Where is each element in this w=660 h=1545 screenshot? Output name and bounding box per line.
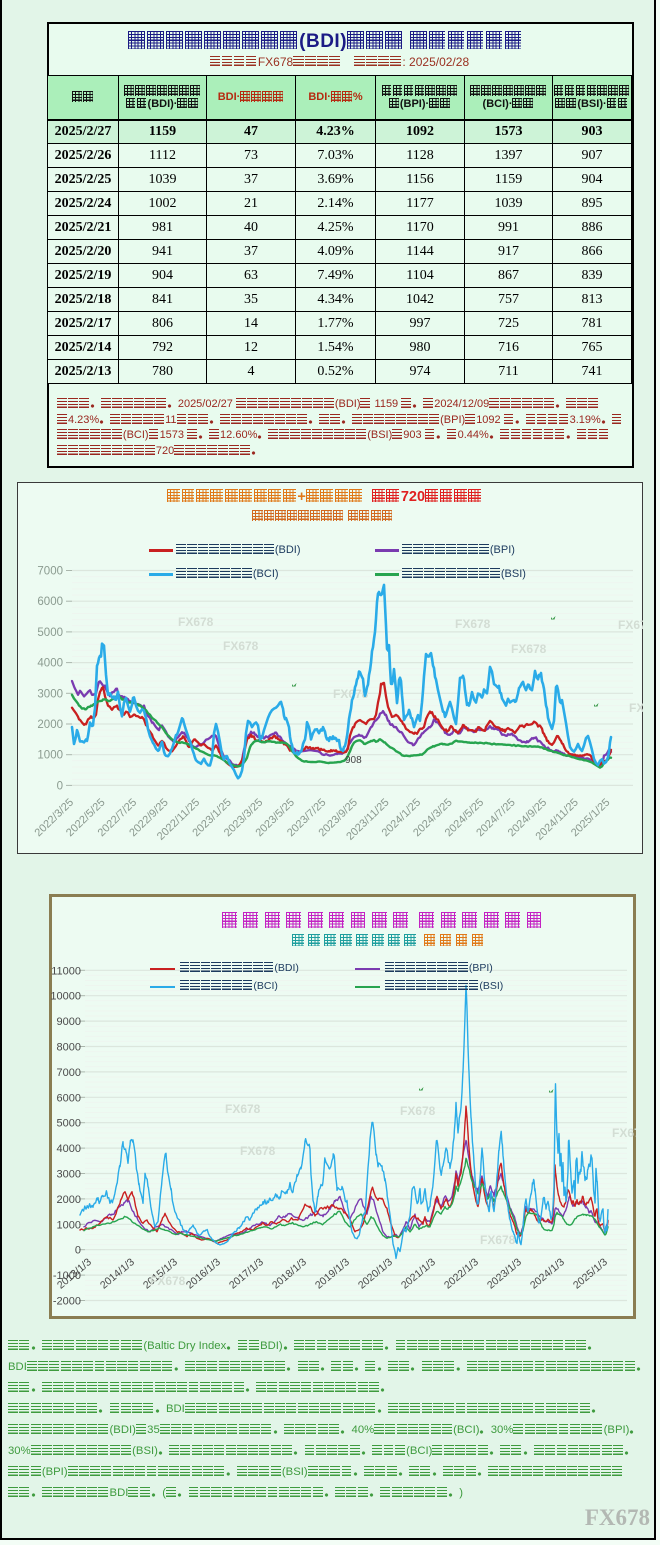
svg-text:4000: 4000 [37,658,63,670]
svg-text:-1000: -1000 [53,1270,81,1282]
svg-text:2000: 2000 [57,1194,81,1206]
svg-text:5000: 5000 [37,627,63,639]
svg-text:2014/1/3: 2014/1/3 [98,1256,137,1292]
svg-text:2022/1/3: 2022/1/3 [442,1256,481,1292]
svg-text:9000: 9000 [57,1016,81,1028]
svg-text:2017/1/3: 2017/1/3 [227,1256,266,1292]
svg-text:FX678: FX678 [150,1274,186,1288]
svg-text:FX678: FX678 [225,1102,261,1116]
svg-text:2019/1/3: 2019/1/3 [313,1256,352,1292]
svg-text:1000: 1000 [57,1219,81,1231]
svg-text:2016/1/3: 2016/1/3 [184,1256,223,1292]
svg-text:0: 0 [75,1245,81,1257]
svg-text:908: 908 [345,755,362,766]
svg-text:11000: 11000 [51,965,81,977]
svg-text:FX678: FX678 [178,615,214,629]
svg-text:FX678: FX678 [455,617,491,631]
svg-text:6000: 6000 [57,1092,81,1104]
svg-text:-2000: -2000 [53,1296,81,1308]
svg-text:FX678: FX678 [240,1144,276,1158]
svg-text:0: 0 [57,780,63,792]
svg-text:2021/1/3: 2021/1/3 [399,1256,438,1292]
svg-text:2024/1/3: 2024/1/3 [528,1256,567,1292]
svg-text:2018/1/3: 2018/1/3 [270,1256,309,1292]
svg-text:3000: 3000 [57,1169,81,1181]
svg-text:2023/1/3: 2023/1/3 [485,1256,524,1292]
svg-text:8000: 8000 [57,1042,81,1054]
svg-text:1000: 1000 [37,750,63,762]
svg-text:2020/1/3: 2020/1/3 [356,1256,395,1292]
svg-text:4000: 4000 [57,1143,81,1155]
svg-text:2000: 2000 [37,719,63,731]
svg-text:FX678: FX678 [480,1233,516,1247]
svg-text:FX678: FX678 [612,1126,636,1140]
svg-text:7000: 7000 [37,566,63,578]
svg-text:6000: 6000 [37,596,63,608]
svg-text:7000: 7000 [57,1067,81,1079]
svg-text:FX678: FX678 [333,687,369,701]
svg-text:FX678: FX678 [511,642,547,656]
svg-text:FX678: FX678 [223,639,259,653]
svg-text:FX678: FX678 [618,618,643,632]
svg-text:2025/1/3: 2025/1/3 [571,1256,610,1292]
svg-text:FX678: FX678 [400,1104,436,1118]
svg-text:10000: 10000 [50,991,81,1003]
svg-text:3000: 3000 [37,688,63,700]
svg-text:5000: 5000 [57,1118,81,1130]
svg-text:FX678: FX678 [629,701,643,715]
